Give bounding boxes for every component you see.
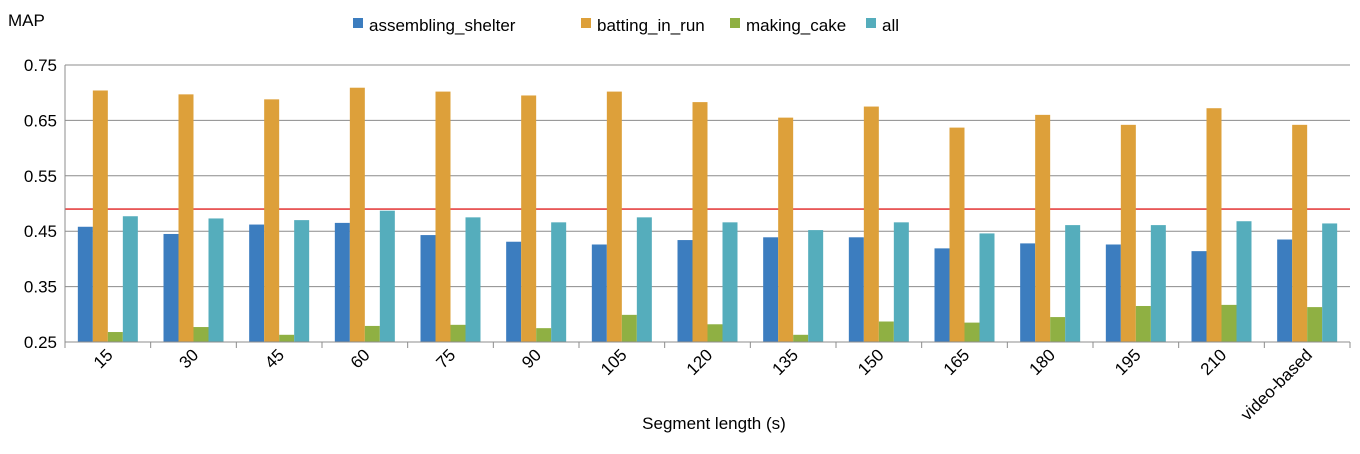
bar-batting-in-run-60 [349,87,365,343]
x-tick-label: 15 [90,345,117,372]
x-tick-label: 45 [261,345,288,372]
x-tick-label: 210 [1197,345,1230,378]
x-tick-label: 105 [597,345,630,378]
bar-all-135 [808,230,824,342]
y-axis-title: MAP [8,11,45,30]
bar-batting-in-run-150 [863,106,879,342]
bar-all-165 [979,233,995,342]
bar-all-video-based [1322,223,1338,342]
bar-batting-in-run-180 [1035,114,1051,342]
bar-all-105 [636,217,652,342]
bar-making-cake-150 [878,321,894,342]
bar-all-60 [379,210,395,342]
bar-batting-in-run-video-based [1292,124,1308,342]
bar-batting-in-run-75 [435,91,451,342]
bar-assembling-shelter-150 [848,237,864,342]
bar-batting-in-run-195 [1120,124,1136,342]
bar-assembling-shelter-165 [934,248,950,342]
x-tick-label: 165 [940,345,973,378]
bar-making-cake-60 [364,325,380,342]
bar-assembling-shelter-120 [677,240,693,342]
bar-assembling-shelter-135 [763,237,779,342]
x-tick-label: 90 [518,345,545,372]
legend-label: assembling_shelter [369,16,516,35]
x-tick-label: 135 [768,345,801,378]
legend-swatch-making-cake [730,18,740,28]
bar-all-45 [294,220,310,342]
x-tick-label: 180 [1025,345,1058,378]
bar-making-cake-210 [1221,304,1237,342]
bar-batting-in-run-45 [264,99,280,343]
x-tick-labels: 15 30 45 60 75 90 105 120 135 150 165 180 195 210 vide… [90,345,1316,424]
legend-label: making_cake [746,16,846,35]
bar-making-cake-15 [107,332,123,342]
legend-swatch-assembling-shelter [353,18,363,28]
y-tick-label: 0.65 [24,111,57,130]
bar-all-15 [122,216,138,342]
bar-making-cake-90 [536,328,552,342]
axes [64,65,1351,348]
legend-label: batting_in_run [597,16,705,35]
x-tick-label: 60 [347,345,374,372]
bar-assembling-shelter-105 [591,244,607,342]
x-tick-label: 75 [433,345,460,372]
x-tick-label: 150 [854,345,887,378]
bar-making-cake-105 [621,314,637,342]
bar-assembling-shelter-180 [1020,243,1036,342]
bar-all-120 [722,222,738,342]
bar-all-30 [208,218,224,342]
bar-making-cake-30 [193,327,209,342]
bar-assembling-shelter-30 [163,233,179,342]
bar-assembling-shelter-195 [1105,244,1121,342]
bar-batting-in-run-210 [1206,108,1222,342]
x-tick-label: 30 [176,345,203,372]
y-tick-label: 0.35 [24,278,57,297]
legend-swatch-batting-in-run [581,18,591,28]
bar-batting-in-run-90 [521,95,537,342]
bar-making-cake-195 [1135,305,1151,342]
bar-all-75 [465,217,481,342]
bar-batting-in-run-105 [606,91,622,342]
bar-making-cake-180 [1050,317,1066,342]
y-tick-labels: 0.25 0.35 0.45 0.55 0.65 0.75 [24,56,57,352]
bars [77,87,1338,343]
legend-swatch-all [866,18,876,28]
bar-batting-in-run-120 [692,102,708,342]
bar-batting-in-run-30 [178,94,194,342]
bar-making-cake-75 [450,324,466,342]
x-axis-title: Segment length (s) [642,414,786,433]
bar-batting-in-run-135 [778,117,794,342]
bar-assembling-shelter-video-based [1277,239,1293,342]
bar-making-cake-165 [964,322,980,342]
bar-batting-in-run-15 [92,90,108,342]
bar-assembling-shelter-45 [249,224,265,342]
legend-label: all [882,16,899,35]
y-tick-label: 0.55 [24,167,57,186]
y-tick-label: 0.75 [24,56,57,75]
x-tick-label: video-based [1237,345,1316,424]
bar-all-210 [1236,221,1252,342]
bar-assembling-shelter-15 [77,226,93,342]
bar-assembling-shelter-210 [1191,251,1207,342]
bar-assembling-shelter-75 [420,235,436,342]
bar-all-90 [551,222,567,342]
y-tick-label: 0.25 [24,333,57,352]
bar-all-150 [893,222,909,342]
bar-making-cake-video-based [1307,307,1323,342]
y-tick-label: 0.45 [24,222,57,241]
bar-batting-in-run-165 [949,127,965,343]
bar-all-195 [1150,225,1166,342]
bar-assembling-shelter-60 [334,222,350,342]
x-tick-label: 120 [683,345,716,378]
bar-making-cake-45 [279,334,295,342]
x-tick-label: 195 [1111,345,1144,378]
bar-all-180 [1065,225,1081,342]
legend: assembling_shelter batting_in_run making_c… [353,16,899,35]
bar-making-cake-135 [793,334,809,342]
bar-making-cake-120 [707,324,723,342]
bar-assembling-shelter-90 [506,241,522,342]
